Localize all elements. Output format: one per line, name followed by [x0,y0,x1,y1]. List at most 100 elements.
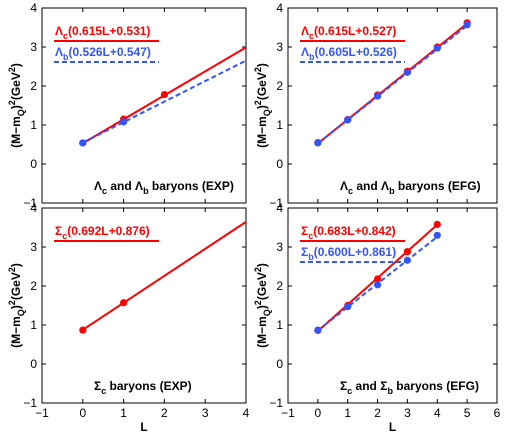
annotation-sub: b [389,186,395,196]
legend-label-symbol: Λ [55,45,63,59]
y-tick-label: 1 [30,318,37,332]
annotation-text: baryons (EXP) [106,379,191,393]
annotation-sub: b [143,186,149,196]
x-axis-label: L [389,420,396,434]
y-axis-label-sup: 2 [253,300,263,305]
y-tick-label: 3 [276,240,283,254]
data-point [403,248,412,256]
data-point [403,256,412,264]
panel-top-right: −101234(M−mQ)2(GeV2)Λc(0.615L+0.527)Λb(0… [253,1,498,210]
legend-label: Λc(0.615L+0.527) [301,24,396,41]
y-axis-label-end: ) [255,263,269,267]
y-tick-label: 2 [30,79,37,93]
y-axis-label-sub: Q [16,109,26,116]
annotation-sub: c [102,186,107,196]
legend-label-symbol: Σ [55,224,62,238]
legend-label: Λb(0.526L+0.547) [55,45,151,62]
y-axis-label-base: (M−m [9,316,23,348]
legend-entry-0: Σc(0.683L+0.842) [300,224,405,242]
legend-label-symbol: Σ [301,224,308,238]
annotation-text: baryons (EFG) [395,179,481,193]
y-axis-label-sub: Q [16,309,26,316]
y-axis-label-end: ) [9,63,23,67]
annotation-sub: c [101,386,106,396]
y-axis-label-unit-sup: 2 [7,67,17,72]
legend-label-fit: (0.605L+0.526) [315,45,397,59]
y-axis-label: (M−mQ)2(GeV2) [7,263,26,348]
x-tick-label: 2 [374,406,381,420]
annotation-symbol: Σ [94,379,101,393]
y-tick-label: −1 [269,396,283,410]
legend-entry-1: Λb(0.605L+0.526) [300,45,405,63]
legend-label-fit: (0.692L+0.876) [67,224,149,238]
y-axis-label-sup: 2 [253,100,263,105]
y-axis-label-unit: (GeV [9,272,23,300]
panel-annotation: Λc and Λb baryons (EXP) [94,179,234,196]
y-axis-label-mid: ) [9,105,23,109]
y-axis-label-base: (M−m [255,316,269,348]
annotation-symbol: Λ [340,179,348,193]
legend-label-fit: (0.683L+0.842) [313,224,395,238]
data-point [433,231,441,239]
legend-label: Λb(0.605L+0.526) [301,45,397,62]
y-tick-label: 4 [276,1,283,15]
y-tick-label: 4 [30,201,37,215]
y-tick-label: 3 [276,40,283,54]
y-axis-label-mid: ) [255,105,269,109]
y-tick-label: 2 [30,279,37,293]
y-axis-label-unit: (GeV [255,272,269,300]
legend-label-sub: c [308,231,313,241]
annotation-text: baryons (EFG) [393,379,479,393]
fit-line-1 [82,59,247,144]
y-axis-label-sup: 2 [7,300,17,305]
x-tick-label: 5 [464,406,471,420]
data-point [314,139,322,147]
y-axis-label-unit: (GeV [255,72,269,100]
data-point [314,326,322,334]
y-tick-label: 0 [30,157,37,171]
x-tick-label: −1 [35,406,49,420]
y-axis-label-sup: 2 [7,100,17,105]
data-point [433,44,441,52]
x-tick-label: 0 [79,406,86,420]
legend-label-fit: (0.600L+0.861) [314,245,396,259]
x-tick-label: 4 [243,406,250,420]
y-tick-label: −1 [23,196,37,210]
y-axis-label: (M−mQ)2(GeV2) [7,63,26,148]
legend-entry-0: Λc(0.615L+0.531) [54,24,159,42]
annotation-sub: c [347,386,352,396]
data-point [373,281,382,289]
data-point [120,118,128,126]
y-tick-label: 2 [276,279,283,293]
legend-label: Λc(0.615L+0.531) [55,24,150,41]
y-axis-label-unit-sup: 2 [253,267,263,272]
annotation-symbol: Λ [94,179,102,193]
legend-label-sub: c [309,31,314,41]
y-axis-label-base: (M−m [255,116,269,148]
annotation-sub: c [348,186,353,196]
x-tick-label: 3 [202,406,209,420]
y-tick-label: 0 [276,157,283,171]
annotation-mid: and [107,179,135,193]
annotation-sub: b [387,386,393,396]
y-tick-label: 3 [30,40,37,54]
data-point [433,220,441,228]
data-point [403,68,412,76]
panel-top-left: −101234(M−mQ)2(GeV2)Λc(0.615L+0.531)Λb(0… [7,1,247,210]
data-point [79,139,87,147]
annotation-symbol: Λ [135,179,143,193]
data-point [373,92,382,100]
y-axis-label-sub: Q [262,109,272,116]
legend-label-fit: (0.526L+0.547) [69,45,151,59]
y-tick-label: 2 [276,79,283,93]
data-point [120,299,128,307]
data-point [344,303,352,311]
legend-label-sub: b [309,52,315,62]
y-tick-label: 4 [276,201,283,215]
y-axis-label-end: ) [9,263,23,267]
fit-line-0 [317,22,468,145]
x-tick-label: 3 [404,406,411,420]
x-tick-label: 2 [161,406,168,420]
